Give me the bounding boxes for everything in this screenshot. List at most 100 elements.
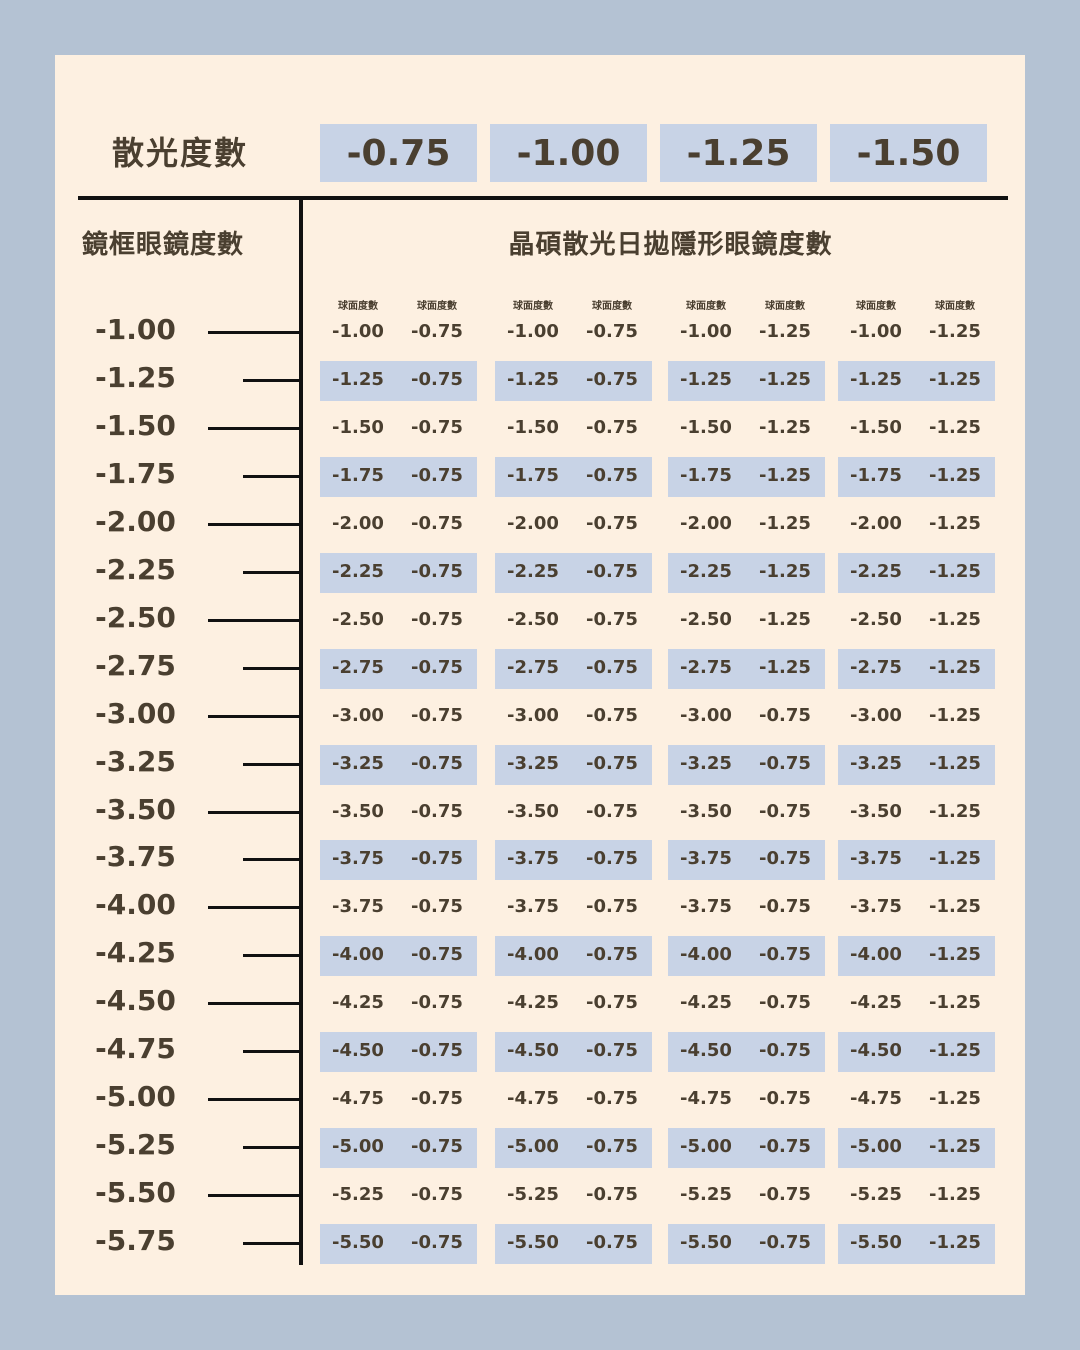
sphere-value: -4.50 xyxy=(680,1040,732,1062)
cylinder-value: -0.75 xyxy=(586,704,638,726)
tick-mark xyxy=(243,378,301,382)
cylinder-header-4: -1.50 xyxy=(830,124,987,182)
sphere-value: -2.25 xyxy=(680,560,732,582)
cylinder-value: -0.75 xyxy=(759,1232,811,1254)
sphere-value: -3.50 xyxy=(850,800,902,822)
sphere-value: -1.25 xyxy=(507,368,559,390)
sphere-value: -3.75 xyxy=(850,848,902,870)
frame-power: -5.00 xyxy=(95,1080,176,1114)
sphere-value: -1.50 xyxy=(680,416,732,438)
tick-mark xyxy=(243,762,301,766)
sphere-sublabel: 球面度數 xyxy=(592,301,632,312)
sphere-value: -4.75 xyxy=(850,1088,902,1110)
row-highlight xyxy=(838,744,995,785)
row-highlight xyxy=(320,744,477,785)
frame-power: -2.00 xyxy=(95,504,176,538)
cylinder-value: -0.75 xyxy=(586,752,638,774)
sphere-value: -4.25 xyxy=(680,992,732,1014)
row-highlight xyxy=(668,840,825,881)
cylinder-value: -1.25 xyxy=(759,368,811,390)
cylinder-value: -0.75 xyxy=(411,560,463,582)
sphere-sublabel: 球面度數 xyxy=(765,301,805,312)
sphere-sublabel: 球面度數 xyxy=(856,301,896,312)
row-highlight xyxy=(495,552,652,593)
sphere-value: -2.50 xyxy=(332,608,384,630)
tick-mark xyxy=(208,331,301,334)
sphere-sublabel: 球面度數 xyxy=(513,301,553,312)
sphere-value: -3.75 xyxy=(680,848,732,870)
frame-power: -1.00 xyxy=(95,313,176,346)
row-highlight xyxy=(320,840,477,881)
sphere-value: -3.00 xyxy=(332,704,384,726)
cylinder-value: -0.75 xyxy=(411,800,463,822)
frame-power: -5.25 xyxy=(95,1128,176,1162)
tick-mark xyxy=(243,1146,301,1150)
frame-power: -3.75 xyxy=(95,840,176,874)
sphere-value: -2.75 xyxy=(332,656,384,678)
column-divider xyxy=(299,198,303,1265)
cylinder-value: -0.75 xyxy=(759,944,811,966)
sphere-value: -5.00 xyxy=(680,1136,732,1158)
row-highlight xyxy=(838,936,995,977)
sphere-value: -1.25 xyxy=(332,368,384,390)
sphere-value: -1.50 xyxy=(507,416,559,438)
tick-mark xyxy=(243,1050,301,1054)
sphere-value: -5.50 xyxy=(680,1232,732,1254)
sphere-value: -4.00 xyxy=(507,944,559,966)
row-highlight xyxy=(495,648,652,689)
cylinder-value: -0.75 xyxy=(759,1184,811,1206)
cylinder-value: -0.75 xyxy=(586,1232,638,1254)
frame-power: -2.75 xyxy=(95,648,176,682)
tick-mark xyxy=(243,954,301,958)
sphere-value: -1.75 xyxy=(332,464,384,486)
sphere-value: -5.00 xyxy=(332,1136,384,1158)
sphere-value: -4.00 xyxy=(332,944,384,966)
sphere-value: -1.75 xyxy=(850,464,902,486)
sphere-value: -1.00 xyxy=(850,321,902,342)
cylinder-value: -1.25 xyxy=(929,656,981,678)
row-highlight xyxy=(495,1032,652,1073)
sphere-value: -1.00 xyxy=(680,321,732,342)
row-highlight xyxy=(668,1224,825,1265)
cylinder-value: -1.25 xyxy=(929,321,981,342)
row-highlight xyxy=(668,360,825,401)
cylinder-value: -0.75 xyxy=(586,896,638,918)
sphere-value: -3.50 xyxy=(680,800,732,822)
cylinder-value: -0.75 xyxy=(586,1184,638,1206)
cylinder-value: -0.75 xyxy=(411,1088,463,1110)
cylinder-value: -1.25 xyxy=(759,560,811,582)
cylinder-value: -0.75 xyxy=(759,1040,811,1062)
sphere-value: -5.00 xyxy=(850,1136,902,1158)
sphere-value: -2.75 xyxy=(507,656,559,678)
cylinder-value: -0.75 xyxy=(759,800,811,822)
sphere-value: -3.00 xyxy=(507,704,559,726)
row-highlight xyxy=(838,1128,995,1169)
cylinder-value: -1.25 xyxy=(929,944,981,966)
cylinder-value: -1.25 xyxy=(929,1136,981,1158)
contact-heading: 晶碩散光日拋隱形眼鏡度數 xyxy=(508,230,833,260)
sphere-value: -1.75 xyxy=(507,464,559,486)
cylinder-value: -0.75 xyxy=(586,800,638,822)
tick-mark xyxy=(243,570,301,574)
cylinder-value: -0.75 xyxy=(759,848,811,870)
sphere-sublabel: 球面度數 xyxy=(935,301,975,312)
sphere-value: -3.25 xyxy=(850,752,902,774)
sphere-value: -3.75 xyxy=(507,848,559,870)
row-highlight xyxy=(320,1224,477,1265)
cylinder-value: -0.75 xyxy=(411,896,463,918)
cylinder-value: -0.75 xyxy=(411,848,463,870)
sphere-value: -4.50 xyxy=(332,1040,384,1062)
sphere-value: -3.75 xyxy=(332,896,384,918)
sphere-value: -3.50 xyxy=(332,800,384,822)
sphere-value: -4.75 xyxy=(507,1088,559,1110)
sphere-value: -3.75 xyxy=(507,896,559,918)
sphere-value: -1.25 xyxy=(680,368,732,390)
tick-mark xyxy=(208,1002,301,1006)
cylinder-value: -0.75 xyxy=(759,992,811,1014)
sphere-value: -4.75 xyxy=(680,1088,732,1110)
sphere-value: -4.25 xyxy=(850,992,902,1014)
cylinder-value: -0.75 xyxy=(586,464,638,486)
sphere-value: -2.50 xyxy=(850,608,902,630)
cylinder-value: -0.75 xyxy=(586,512,638,534)
frame-power: -3.25 xyxy=(95,744,176,778)
